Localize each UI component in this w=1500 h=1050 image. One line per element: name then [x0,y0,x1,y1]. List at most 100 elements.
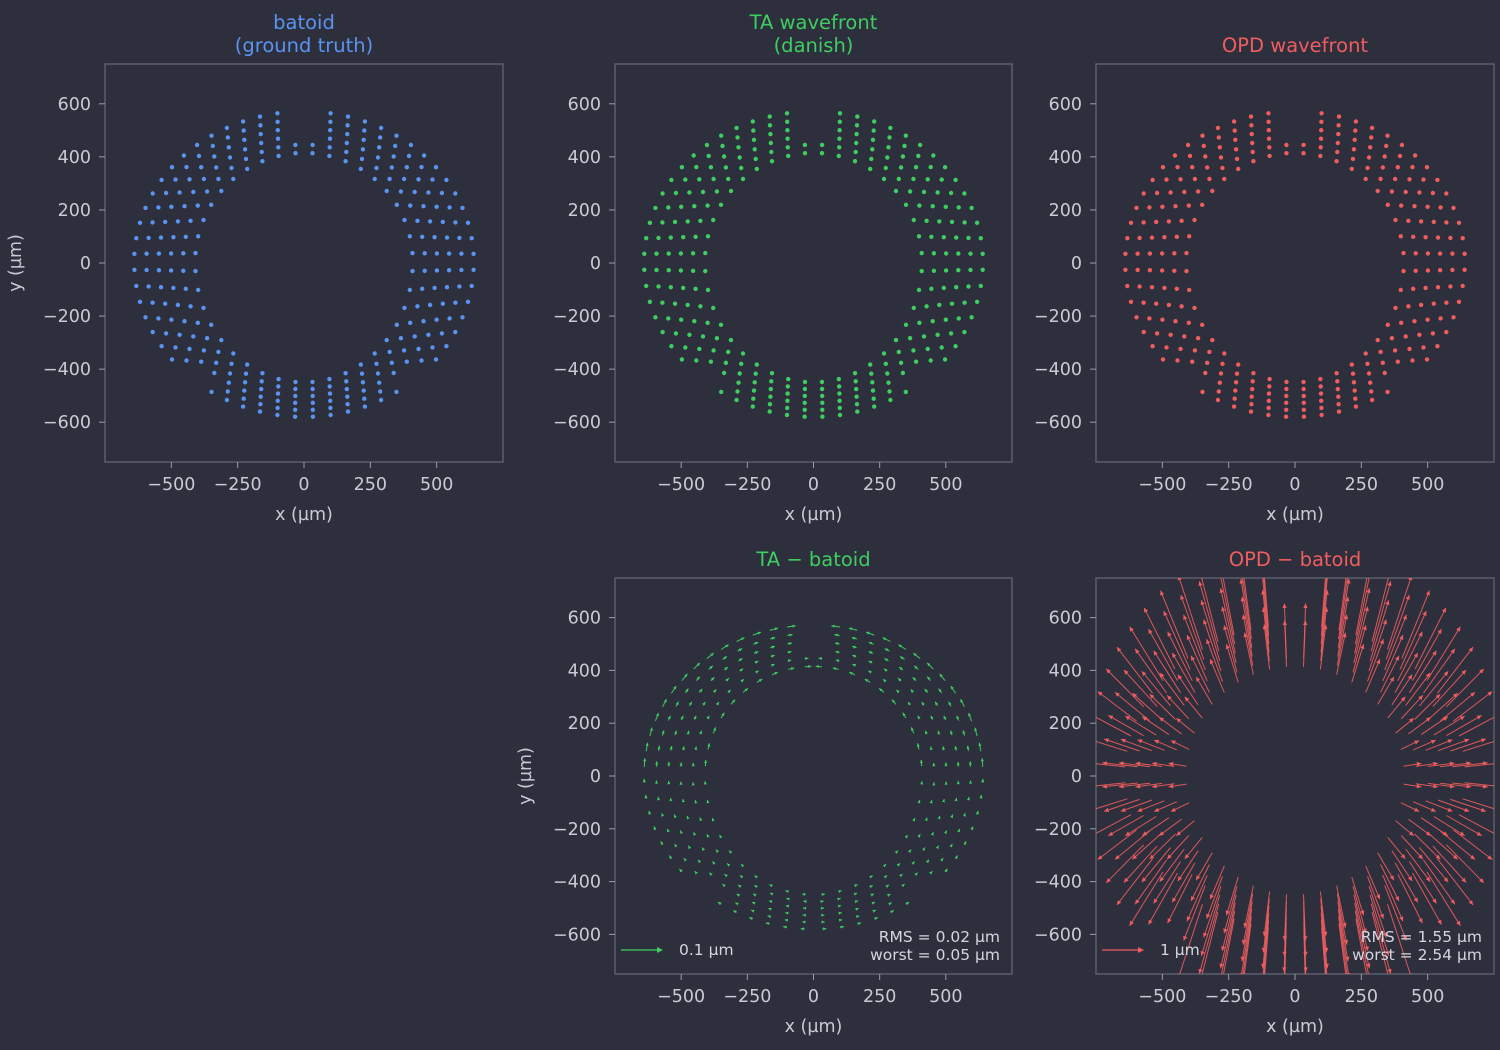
data-point [1353,404,1359,409]
data-point [387,349,392,355]
vector-arrow-head [657,797,661,801]
vector-arrow [1371,578,1389,642]
vector-arrow-head [1198,968,1203,974]
vector-arrow-head [1366,588,1371,593]
vector-arrow [1178,578,1203,650]
data-point [1431,219,1437,225]
data-point [784,111,790,116]
data-point [1450,267,1455,273]
vector-arrow-head [751,909,755,913]
data-point [1350,371,1356,376]
data-point [919,250,924,256]
data-point [1190,165,1195,170]
data-point [224,397,230,403]
vector-arrow [1369,600,1390,662]
data-point [917,320,922,325]
data-point [181,268,186,273]
data-point [698,304,703,309]
vector-arrow-head [704,759,708,764]
data-point [767,123,773,128]
data-point [900,154,906,159]
data-point [872,404,877,409]
data-point [328,412,333,418]
data-point [924,304,929,309]
data-point [1201,143,1207,149]
x-tick-label: −250 [723,987,771,1007]
data-point [896,176,901,182]
data-point [447,316,452,321]
data-point [1460,236,1465,241]
data-point [1220,165,1225,171]
vector-arrow [1201,912,1219,974]
vector-arrow-head [1108,831,1114,836]
x-tick-label: 500 [929,987,962,1007]
vector-arrow-head [642,778,646,783]
data-point [693,286,698,291]
data-point [1351,147,1357,152]
data-point [1267,145,1272,150]
vector-arrow-head [979,795,983,799]
data-point [1413,251,1418,256]
data-point [734,125,739,131]
data-point [1284,151,1289,156]
vector-arrow [1118,762,1150,768]
vector-arrow-head [937,815,941,820]
data-point [1460,283,1465,289]
data-point [752,147,757,152]
data-point [427,302,433,308]
data-point [1369,389,1374,394]
data-point [1424,357,1430,362]
vector-arrow-head [802,892,806,896]
data-point [163,331,169,336]
vector-arrow-head [1167,631,1172,637]
vector-arrow [1320,589,1328,653]
data-point [144,251,149,256]
vector-arrow-head [735,902,739,906]
data-point [893,337,899,343]
data-point [956,268,961,273]
vector-arrow-head [929,800,933,804]
data-point [968,251,973,256]
data-point [1185,142,1191,148]
data-point [1251,371,1256,376]
chart-title: TA − batoid [755,548,870,571]
vector-arrow-head [820,906,824,910]
data-point [683,345,688,350]
data-point [869,156,874,162]
vector-arrow-head [866,631,870,635]
data-point [1335,386,1341,392]
vector-arrow [1440,691,1476,721]
vector-arrow-head [699,817,703,822]
data-point [224,125,230,131]
vector-arrow-head [944,781,948,785]
vector-arrow [1400,835,1424,860]
vector-arrow-head [942,746,946,750]
data-point [1384,143,1389,149]
vector-arrow [1321,927,1326,974]
data-point [1366,155,1372,160]
vector-arrow-head [1443,671,1449,677]
vector-arrow-head [1153,898,1158,904]
vector-arrow [1183,885,1206,941]
data-point [673,190,679,196]
vector-arrow-head [1418,854,1423,860]
data-point [310,142,315,148]
vector-arrow-head [771,654,775,658]
data-point [974,299,980,304]
data-point [1154,219,1159,225]
data-point [1363,176,1368,182]
data-point [360,147,366,152]
vector-arrow-head [1435,854,1441,860]
vector-arrow-head [784,918,789,922]
data-point [969,315,974,320]
vector-arrow-head [957,828,960,833]
vector-arrow-head [962,730,966,734]
vector-arrow-head [920,781,924,785]
data-point [1179,304,1184,309]
vector-arrow [1337,596,1349,657]
vector-arrow-head [1154,807,1160,812]
data-point [854,123,860,128]
vector-arrow-head [674,843,678,848]
vector-arrow-head [981,778,985,783]
data-point [1350,156,1356,162]
